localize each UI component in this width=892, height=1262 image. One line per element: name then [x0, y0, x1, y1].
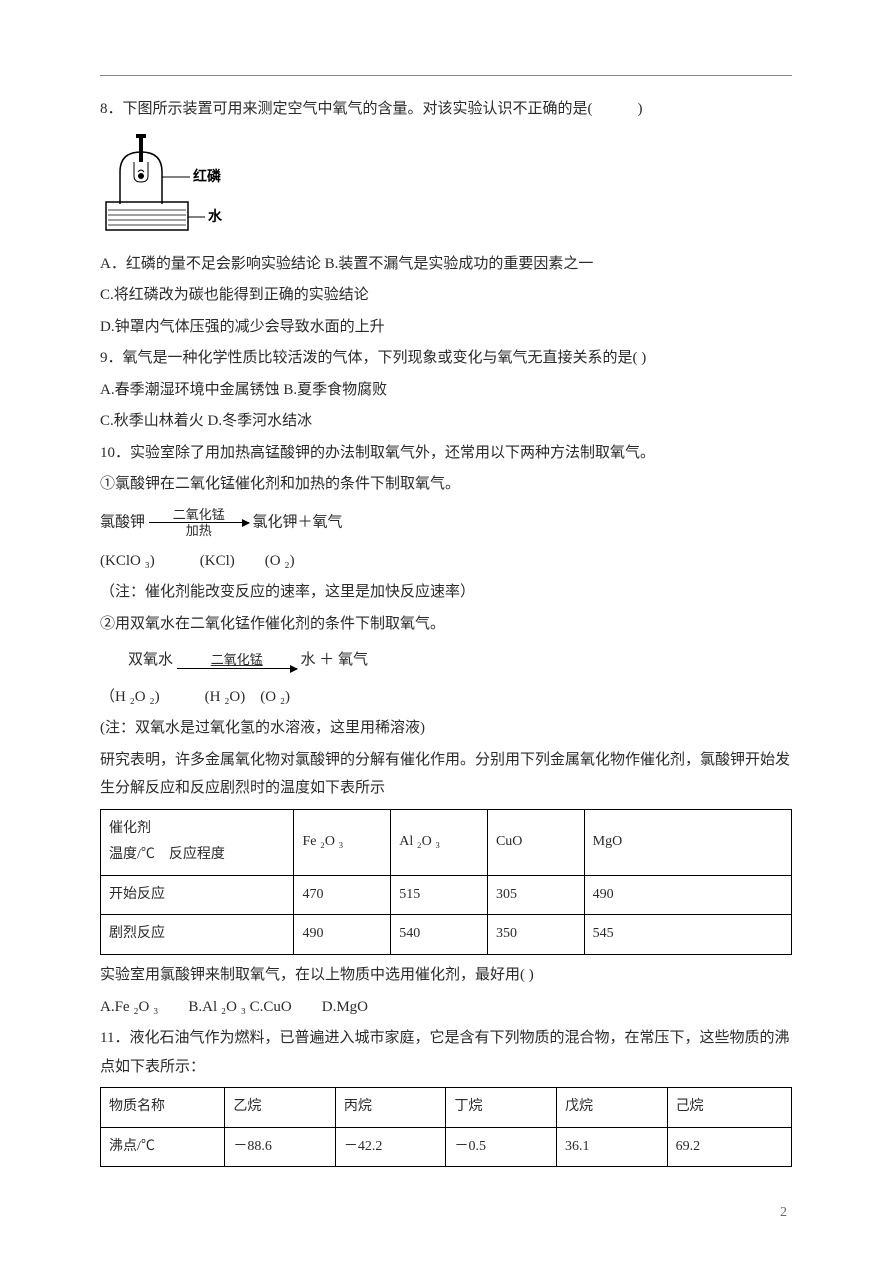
t10-r1c4: 545 — [584, 915, 791, 955]
t10-c3: CuO — [487, 809, 584, 875]
header-rule — [100, 75, 792, 76]
label-phosphorus: 红磷 — [193, 168, 222, 185]
q8-diagram: 红磷 水 — [100, 132, 245, 242]
t11-r0c2: －42.2 — [335, 1127, 446, 1167]
t11-c1: 乙烷 — [225, 1088, 336, 1128]
eq2-right: 水 ＋ 氧气 — [301, 652, 369, 668]
eq2-left: 双氧水 — [128, 652, 173, 668]
q10-options: A.Fe ₂O ₃ B.Al ₂O ₃ C.CuO D.MgO — [100, 993, 792, 1022]
table-row: 催化剂 温度/℃ 反应程度 Fe ₂O ₃ Al ₂O ₃ CuO MgO — [101, 809, 792, 875]
q8-optC: C.将红磷改为碳也能得到正确的实验结论 — [100, 281, 792, 310]
t10-r1c2: 540 — [391, 915, 488, 955]
t11-r0c0: 沸点/℃ — [101, 1127, 225, 1167]
q8-optD: D.钟罩内气体压强的减少会导致水面的上升 — [100, 313, 792, 342]
table-row: 物质名称 乙烷 丙烷 丁烷 戊烷 己烷 — [101, 1088, 792, 1128]
eq2-top: 二氧化锰 — [177, 652, 297, 668]
t10-c2: Al ₂O ₃ — [391, 809, 488, 875]
t10-c4: MgO — [584, 809, 791, 875]
t10-r0c2: 515 — [391, 875, 488, 915]
t10-r0c1: 470 — [294, 875, 391, 915]
t11-r0c1: －88.6 — [225, 1127, 336, 1167]
eq1-left: 氯酸钾 — [100, 514, 145, 530]
t11-r0c3: －0.5 — [446, 1127, 557, 1167]
t11-c3: 丁烷 — [446, 1088, 557, 1128]
q10-stem: 10．实验室除了用加热高锰酸钾的办法制取氧气外，还常用以下两种方法制取氧气。 — [100, 439, 792, 468]
q9-optAB: A.春季潮湿环境中金属锈蚀 B.夏季食物腐败 — [100, 376, 792, 405]
t11-r0c5: 69.2 — [667, 1127, 791, 1167]
t10-r0c0: 开始反应 — [101, 875, 294, 915]
t10-c0: 催化剂 温度/℃ 反应程度 — [101, 809, 294, 875]
table-row: 剧烈反应 490 540 350 545 — [101, 915, 792, 955]
page-content: 8．下图所示装置可用来测定空气中氧气的含量。对该实验认识不正确的是( ) 红磷 … — [100, 95, 792, 1167]
t10-r1c1: 490 — [294, 915, 391, 955]
q10-note1: （注：催化剂能改变反应的速率，这里是加快反应速率） — [100, 578, 792, 607]
q8-optAB: A．红磷的量不足会影响实验结论 B.装置不漏气是实验成功的重要因素之一 — [100, 250, 792, 279]
q10-desc2: 实验室用氯酸钾来制取氧气，在以上物质中选用催化剂，最好用( ) — [100, 961, 792, 990]
q10-eq1: 氯酸钾 二氧化锰 加热 氯化钾＋氧气 — [100, 507, 792, 539]
q10-eq1-formula: (KClO ₃) (KCl) (O ₂) — [100, 547, 792, 576]
t11-r0c4: 36.1 — [557, 1127, 668, 1167]
q11-stem: 11．液化石油气作为燃料，已普遍进入城市家庭，它是含有下列物质的混合物，在常压下… — [100, 1024, 792, 1081]
t10-r0c4: 490 — [584, 875, 791, 915]
q10-line1: ①氯酸钾在二氧化锰催化剂和加热的条件下制取氧气。 — [100, 470, 792, 499]
q10-table: 催化剂 温度/℃ 反应程度 Fe ₂O ₃ Al ₂O ₃ CuO MgO 开始… — [100, 809, 792, 955]
q10-eq2-formula: （H ₂O ₂) (H ₂O) (O ₂) — [100, 683, 792, 712]
q9-optCD: C.秋季山林着火 D.冬季河水结冰 — [100, 407, 792, 436]
eq1-bottom: 加热 — [149, 523, 249, 539]
t10-c1: Fe ₂O ₃ — [294, 809, 391, 875]
q9-stem: 9．氧气是一种化学性质比较活泼的气体，下列现象或变化与氧气无直接关系的是( ) — [100, 344, 792, 373]
table-row: 开始反应 470 515 305 490 — [101, 875, 792, 915]
t10-r1c3: 350 — [487, 915, 584, 955]
eq2-arrow: 二氧化锰 — [177, 652, 297, 669]
q10-line2: ②用双氧水在二氧化锰作催化剂的条件下制取氧气。 — [100, 610, 792, 639]
t10-r1c0: 剧烈反应 — [101, 915, 294, 955]
q10-note2: (注：双氧水是过氧化氢的水溶液，这里用稀溶液) — [100, 714, 792, 743]
eq1-top: 二氧化锰 — [149, 507, 249, 523]
q10-eq2: 双氧水 二氧化锰 水 ＋ 氧气 — [100, 646, 792, 675]
q11-table: 物质名称 乙烷 丙烷 丁烷 戊烷 己烷 沸点/℃ －88.6 －42.2 －0.… — [100, 1087, 792, 1167]
page-number: 2 — [780, 1200, 787, 1227]
eq1-arrow: 二氧化锰 加热 — [149, 507, 249, 539]
t11-c5: 己烷 — [667, 1088, 791, 1128]
t11-c0: 物质名称 — [101, 1088, 225, 1128]
label-water: 水 — [208, 208, 223, 225]
q10-desc1: 研究表明，许多金属氧化物对氯酸钾的分解有催化作用。分别用下列金属氧化物作催化剂，… — [100, 746, 792, 803]
eq1-right: 氯化钾＋氧气 — [253, 514, 343, 530]
table-row: 沸点/℃ －88.6 －42.2 －0.5 36.1 69.2 — [101, 1127, 792, 1167]
t11-c2: 丙烷 — [335, 1088, 446, 1128]
t10-r0c3: 305 — [487, 875, 584, 915]
t11-c4: 戊烷 — [557, 1088, 668, 1128]
q8-stem: 8．下图所示装置可用来测定空气中氧气的含量。对该实验认识不正确的是( ) — [100, 95, 792, 124]
